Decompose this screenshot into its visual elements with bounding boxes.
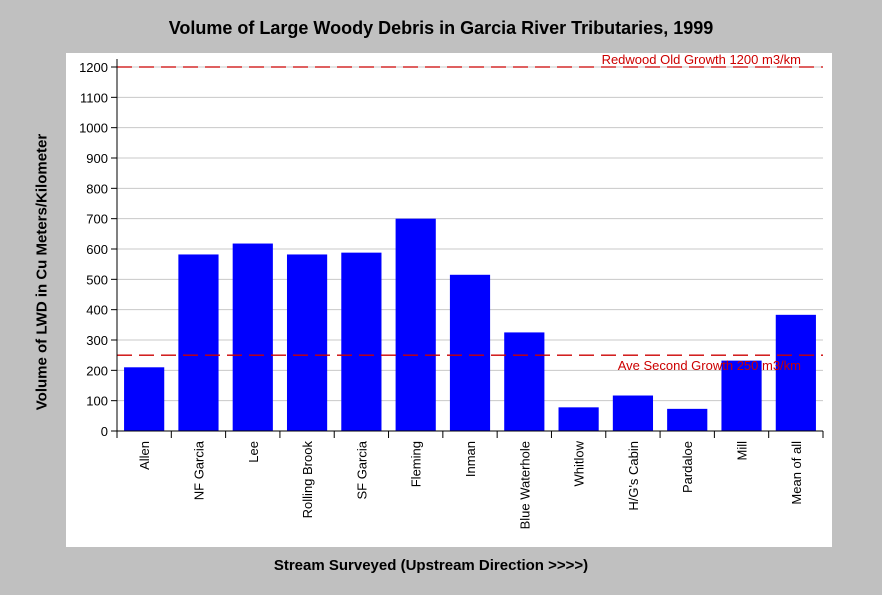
x-tick-label: Blue Waterhole [517,441,532,529]
y-tick-label: 900 [86,151,108,166]
y-tick-label: 400 [86,303,108,318]
reference-line-label: Redwood Old Growth 1200 m3/km [602,52,801,67]
x-tick-label: NF Garcia [191,440,206,500]
bar [721,360,762,431]
y-tick-label: 200 [86,363,108,378]
x-tick-label: Allen [137,441,152,470]
y-tick-label: 500 [86,272,108,287]
bar [775,314,816,431]
bar [232,243,273,431]
y-tick-label: 1200 [79,60,108,75]
y-tick-label: 1000 [79,121,108,136]
y-tick-label: 700 [86,212,108,227]
bar [341,252,382,431]
bar [286,254,328,431]
y-tick-label: 100 [86,394,108,409]
bar [504,332,545,431]
x-tick-label: SF Garcia [354,440,369,499]
y-tick-label: 600 [86,242,108,257]
y-tick-label: 1100 [80,90,108,105]
bar [612,395,654,431]
bar [178,254,219,431]
y-tick-label: 300 [86,333,108,348]
bar [558,407,599,431]
x-tick-label: H/G's Cabin [626,441,641,511]
x-tick-label: Fleming [409,441,424,487]
x-tick-label: Lee [246,441,261,463]
x-tick-label: Inman [463,441,478,477]
x-tick-label: Mill [735,441,750,461]
bar [124,367,165,431]
chart-title: Volume of Large Woody Debris in Garcia R… [168,18,714,38]
x-axis-label: Stream Surveyed (Upstream Direction >>>>… [273,557,589,574]
bar [449,274,491,431]
bar [395,218,436,431]
reference-line-label: Ave Second Growth 250 m3/km [618,358,801,373]
x-tick-label: Whitlow [572,440,587,486]
x-tick-label: Pardaloe [680,441,695,493]
bar [667,408,708,431]
x-tick-label: Mean of all [789,441,804,505]
x-tick-label: Rolling Brook [300,441,315,519]
y-tick-label: 0 [101,424,108,439]
y-tick-label: 800 [86,181,108,196]
